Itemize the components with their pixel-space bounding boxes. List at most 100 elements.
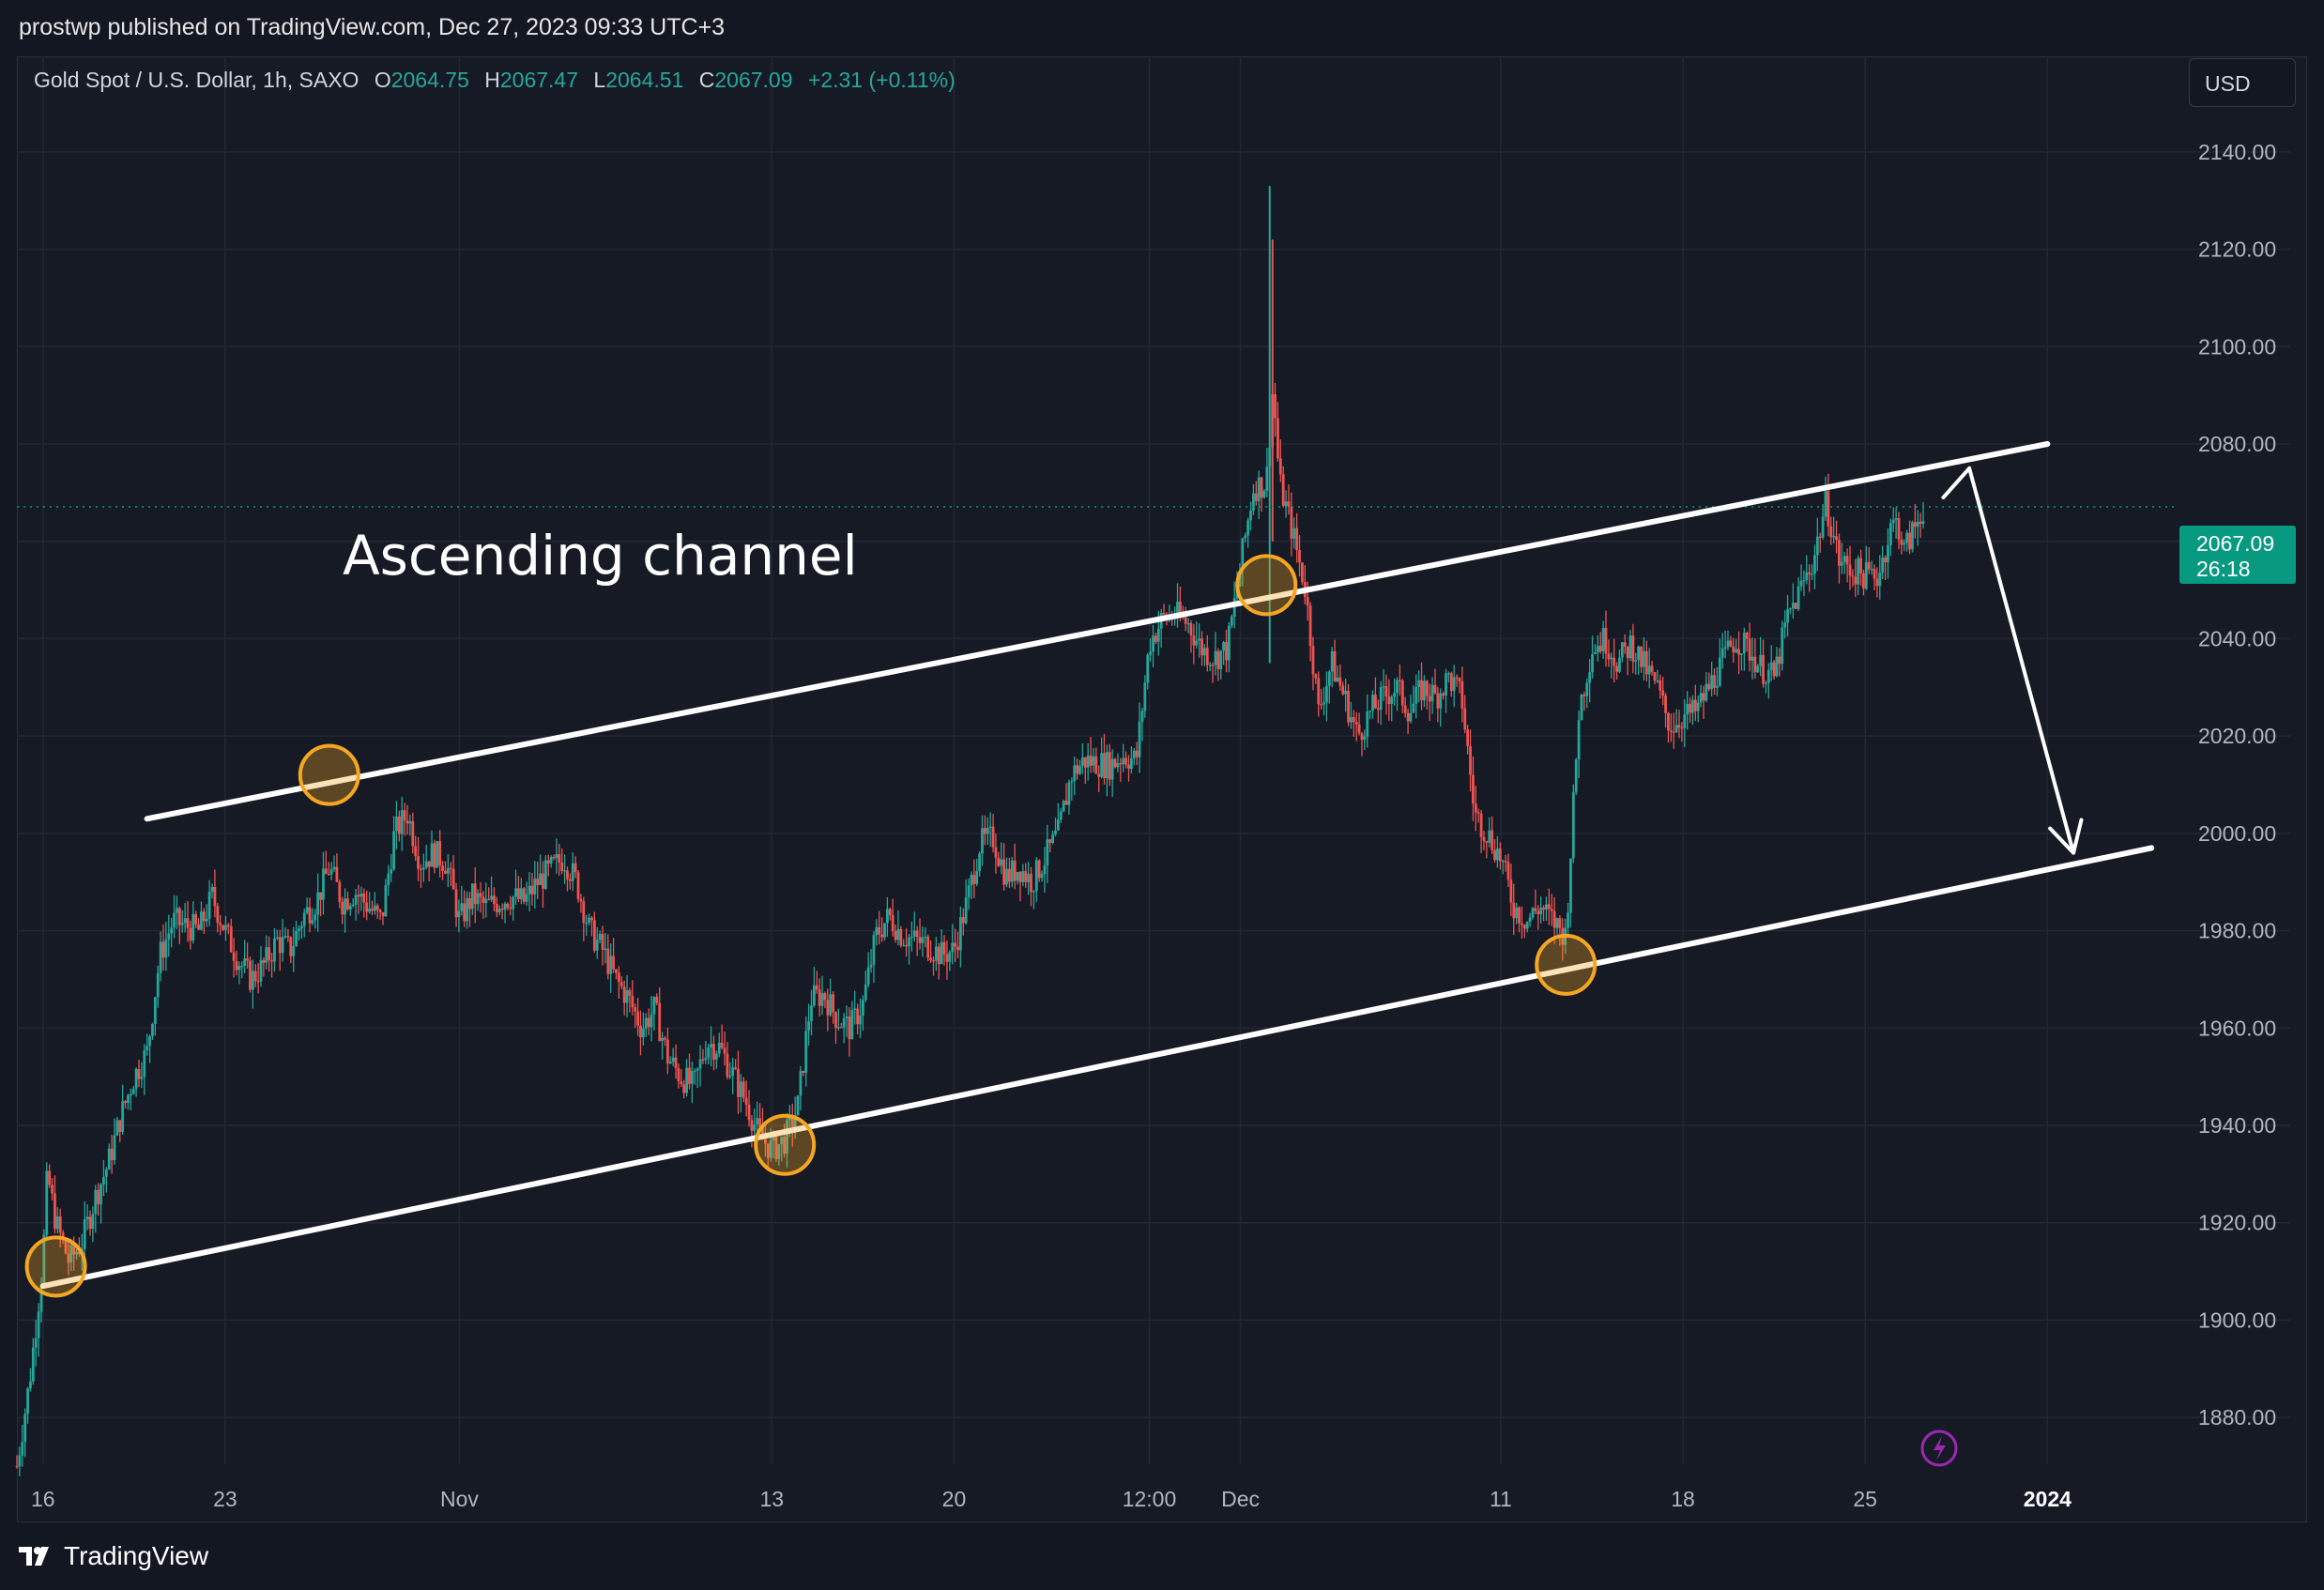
- time-tick-label: 18: [1671, 1487, 1695, 1511]
- candle-body: [18, 1455, 22, 1467]
- candle-body: [772, 1135, 775, 1141]
- candle-body: [766, 1143, 770, 1158]
- candle-body: [88, 1216, 92, 1230]
- candle-body: [411, 821, 415, 847]
- projection-arrow-head: [2048, 818, 2084, 855]
- price-tag: 2067.09 26:18: [2179, 526, 2296, 584]
- candle-body: [777, 1144, 781, 1159]
- candle-body: [268, 947, 271, 961]
- candle-body: [815, 985, 818, 990]
- candle-body: [134, 1068, 138, 1090]
- price-axis[interactable]: 1880.00 1900.00 1920.00 1940.00 1960.00 1980.…: [2198, 140, 2276, 1429]
- candle-body: [1447, 673, 1450, 675]
- candle-body: [1265, 466, 1269, 492]
- candle-body: [1534, 908, 1537, 911]
- candle-body: [460, 903, 464, 911]
- candle-body: [1504, 861, 1507, 863]
- candle-body: [1257, 477, 1261, 501]
- brand[interactable]: TradingView: [19, 1541, 208, 1571]
- candle-body: [1278, 458, 1282, 475]
- candle-body: [1249, 510, 1252, 521]
- candle-body: [937, 946, 940, 965]
- candle-body: [420, 868, 422, 870]
- candle-body: [592, 920, 596, 951]
- low-value: 2064.51: [605, 68, 684, 92]
- candle-body: [796, 1095, 800, 1116]
- candle-body: [915, 930, 919, 938]
- candle-body: [408, 821, 412, 824]
- candle-body: [449, 867, 452, 869]
- candle-body: [1921, 521, 1925, 524]
- candle-body: [153, 997, 157, 1024]
- candle-body: [1350, 717, 1353, 723]
- candle-body: [934, 946, 938, 961]
- candle-body: [243, 958, 247, 966]
- candle-body: [104, 1169, 108, 1177]
- candle-body: [1854, 576, 1858, 585]
- tradingview-logo-icon: [19, 1547, 49, 1566]
- candle-body: [275, 937, 279, 939]
- candle-body: [151, 1023, 154, 1036]
- candle-body: [525, 894, 528, 902]
- candle-body: [1862, 573, 1865, 589]
- candle-body: [674, 1057, 678, 1069]
- candle-body: [1198, 638, 1201, 641]
- candle-body: [617, 972, 620, 983]
- symbol-legend[interactable]: Gold Spot / U.S. Dollar, 1h, SAXO O2064.…: [34, 68, 956, 93]
- candle-body: [1845, 556, 1849, 565]
- candle-body: [1501, 861, 1505, 863]
- candle-body: [202, 911, 206, 922]
- candle-body: [899, 928, 903, 946]
- candle-body: [1509, 879, 1513, 903]
- candle-body: [232, 952, 236, 961]
- candle-body: [598, 933, 602, 940]
- candle-body: [1664, 696, 1667, 713]
- chart-pane[interactable]: [17, 56, 2307, 1522]
- candle-body: [1585, 682, 1589, 696]
- candle-body: [1778, 656, 1781, 665]
- lightning-icon[interactable]: [1920, 1429, 1958, 1467]
- candle-body: [1571, 791, 1575, 859]
- candle-body: [1106, 752, 1108, 778]
- candle-body: [910, 936, 913, 939]
- candle-body: [466, 897, 468, 922]
- candle-body: [650, 1014, 653, 1028]
- candle-body: [1110, 758, 1114, 780]
- candle-body: [283, 936, 287, 938]
- time-tick-label: 2024: [2024, 1487, 2072, 1511]
- candle-body: [1433, 684, 1437, 694]
- candle-body: [856, 1008, 860, 1025]
- candle-body: [1073, 765, 1077, 782]
- candle-body: [497, 909, 501, 913]
- candle-body: [1661, 690, 1665, 696]
- candle-body: [568, 879, 572, 881]
- candle-body: [1716, 685, 1719, 688]
- currency-button[interactable]: USD: [2189, 58, 2296, 107]
- candle-body: [1772, 662, 1776, 677]
- candle-body: [1859, 558, 1862, 573]
- candle-body: [1542, 907, 1545, 910]
- candle-body: [1354, 722, 1358, 725]
- candle-body: [1769, 662, 1773, 670]
- candle-body: [1875, 578, 1879, 587]
- candle-body: [880, 934, 884, 938]
- candle-body: [842, 1017, 846, 1028]
- candle-body: [542, 873, 544, 889]
- chart-annotation[interactable]: Ascending channel: [343, 524, 858, 588]
- candle-body: [1482, 836, 1486, 842]
- candle-body: [972, 875, 976, 884]
- candle-body: [1016, 871, 1019, 881]
- candle-body: [769, 1140, 772, 1158]
- candle-body: [1618, 657, 1621, 672]
- candle-body: [1032, 891, 1035, 893]
- candle-body: [514, 888, 517, 897]
- candle-body: [131, 1089, 135, 1094]
- candle-body: [1064, 801, 1068, 805]
- time-axis[interactable]: 16 23 Nov 13 20 12:00 Dec 11 18 25 2024: [31, 1487, 2072, 1511]
- candle-body: [836, 1027, 840, 1029]
- candle-body: [26, 1388, 29, 1414]
- candle-body: [786, 1120, 788, 1154]
- candle-body: [1558, 918, 1562, 928]
- candle-body: [1295, 527, 1299, 551]
